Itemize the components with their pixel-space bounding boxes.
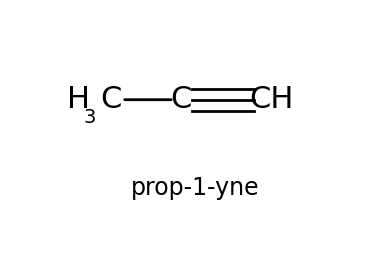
Text: 3: 3 (84, 108, 96, 127)
Text: CH: CH (249, 85, 293, 114)
Text: C: C (100, 85, 122, 114)
Text: C: C (170, 85, 191, 114)
Text: prop-1-yne: prop-1-yne (130, 176, 259, 200)
Text: H: H (67, 85, 90, 114)
